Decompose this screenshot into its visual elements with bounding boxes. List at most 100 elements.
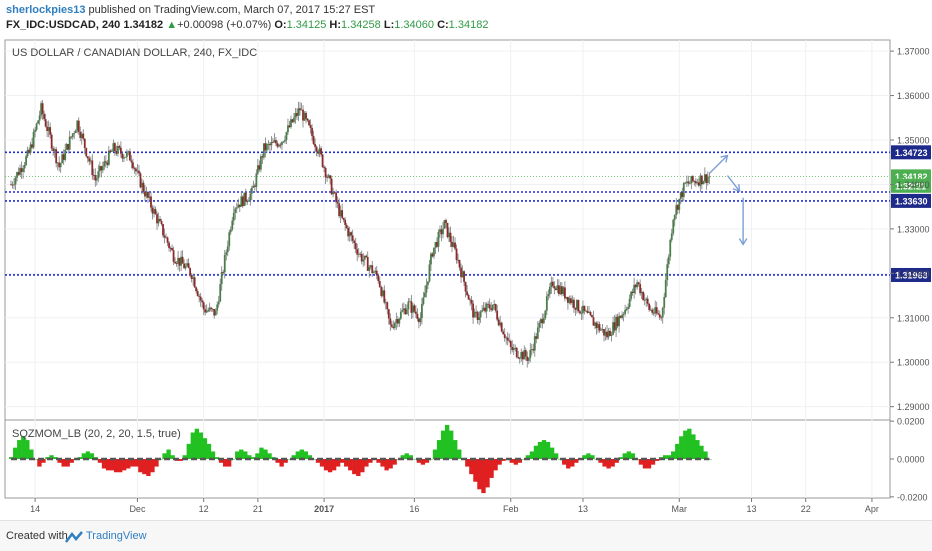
momentum-bar — [41, 459, 46, 463]
candle-body — [89, 160, 92, 162]
candle-body — [630, 291, 633, 299]
candle-body — [405, 309, 408, 315]
candle-body — [597, 324, 599, 329]
momentum-bar — [340, 459, 345, 463]
candle-body — [285, 132, 288, 140]
candle-body — [17, 172, 20, 175]
candle-body — [404, 308, 407, 315]
candle-body — [562, 287, 565, 295]
candle-body — [563, 287, 566, 299]
candle-body — [481, 310, 484, 312]
momentum-bar — [376, 459, 381, 463]
momentum-bar — [384, 459, 389, 471]
candle-body — [469, 299, 471, 301]
momentum-bar — [97, 459, 103, 463]
candle-body — [267, 144, 270, 145]
candle-body — [473, 311, 476, 318]
candle-body — [47, 127, 50, 132]
candle-body — [574, 307, 577, 310]
momentum-bar — [675, 443, 680, 459]
momentum-bar — [291, 455, 296, 459]
candle-body — [568, 298, 571, 303]
momentum-bar — [566, 459, 571, 469]
candle-body — [214, 310, 217, 316]
candle-body — [691, 176, 694, 182]
candle-body — [238, 204, 241, 207]
momentum-bar — [537, 441, 543, 459]
candle-body — [222, 271, 225, 273]
momentum-bar — [267, 453, 272, 459]
candle-body — [658, 314, 661, 318]
candle-body — [398, 318, 401, 324]
x-tick-label: 16 — [409, 504, 419, 514]
y-tick-label: 1.36000 — [897, 91, 930, 101]
tradingview-logo-icon[interactable] — [64, 530, 84, 547]
candle-body — [124, 156, 127, 158]
candle-body — [621, 314, 623, 318]
candle-body — [181, 256, 184, 264]
candle-body — [521, 352, 524, 360]
candle-body — [82, 133, 85, 139]
momentum-bar — [243, 451, 248, 459]
candle-body — [706, 177, 709, 183]
momentum-bar — [618, 457, 623, 459]
candle-body — [300, 109, 303, 111]
candle-body — [627, 307, 630, 309]
candle-body — [577, 300, 580, 312]
candle-body — [74, 130, 77, 133]
candle-body — [198, 295, 201, 297]
chart-container[interactable]: 1.34723 1.33630 1.31963 1.34182 1:32:21 1.37… — [0, 36, 932, 514]
candle-body — [407, 301, 410, 310]
candle-body — [511, 347, 514, 351]
candle-body — [61, 154, 64, 164]
candle-body — [410, 301, 413, 313]
momentum-bar — [287, 459, 292, 460]
y-tick-label: 1.35000 — [897, 136, 930, 146]
author-link[interactable]: sherlockpies13 — [6, 4, 86, 16]
candle-body — [681, 192, 684, 197]
candle-body — [607, 330, 610, 338]
candle-body — [545, 296, 548, 311]
candle-body — [464, 281, 467, 292]
publish-line: sherlockpies13 published on TradingView.… — [6, 4, 375, 16]
candle-body — [663, 296, 666, 308]
candle-body — [296, 113, 298, 116]
candle-body — [408, 301, 411, 303]
candle-body — [678, 198, 681, 210]
x-axis: 14 Dec 12 21 2017 16 Feb 13 Mar 13 22 Apr — [30, 498, 879, 514]
candle-body — [454, 242, 456, 249]
momentum-bar — [436, 440, 442, 459]
candle-body — [667, 256, 670, 265]
candle-body — [693, 181, 696, 183]
candle-body — [512, 347, 515, 351]
candles-group — [10, 100, 711, 368]
indicator-tick-label: 0.0000 — [897, 455, 925, 465]
candle-body — [32, 131, 35, 148]
momentum-bar — [457, 449, 462, 459]
candle-body — [193, 277, 196, 288]
x-tick-label: Dec — [129, 504, 146, 514]
candle-body — [166, 237, 169, 243]
candle-body — [368, 267, 371, 271]
tradingview-link[interactable]: TradingView — [86, 530, 147, 542]
candle-body — [55, 149, 58, 164]
candle-body — [330, 178, 333, 195]
momentum-bar — [323, 459, 329, 471]
candle-body — [104, 161, 107, 163]
momentum-bar — [150, 459, 155, 473]
candle-body — [41, 103, 44, 114]
candle-body — [196, 291, 199, 296]
candle-body — [211, 308, 214, 310]
candle-body — [77, 120, 80, 132]
candle-body — [92, 175, 95, 176]
candle-body — [687, 181, 690, 184]
indicator-tick-label: 0.0200 — [897, 417, 925, 427]
momentum-bar — [134, 459, 139, 467]
candle-body — [527, 357, 530, 361]
candle-body — [244, 192, 247, 202]
candle-body — [657, 313, 660, 315]
candle-body — [79, 131, 82, 138]
candle-body — [357, 253, 360, 255]
candle-body — [401, 310, 404, 312]
